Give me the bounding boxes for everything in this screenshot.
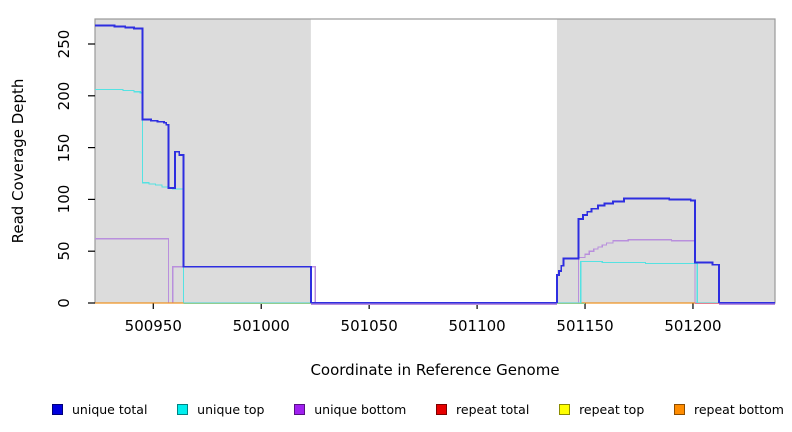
x-tick-label: 501000 [232, 317, 290, 335]
repeat-region-right [556, 19, 775, 303]
legend-item: unique top [177, 402, 264, 417]
legend-item: unique bottom [294, 402, 406, 417]
legend-swatch-icon [559, 403, 571, 415]
legend-swatch-icon [294, 403, 306, 415]
x-axis-title: Coordinate in Reference Genome [310, 361, 560, 379]
x-tick-label: 501200 [664, 317, 722, 335]
x-tick-label: 501150 [556, 317, 614, 335]
y-tick-label: 50 [55, 241, 73, 261]
repeat-region-left [95, 19, 311, 303]
legend-swatch-icon [436, 403, 448, 415]
y-axis-title: Read Coverage Depth [9, 78, 27, 244]
x-tick-label: 501050 [340, 317, 398, 335]
y-tick-label: 250 [55, 29, 73, 59]
legend: unique total unique top unique bottom repea… [52, 399, 784, 419]
legend-label: unique bottom [314, 401, 407, 417]
legend-label: unique top [197, 401, 265, 417]
y-tick-label: 150 [55, 133, 73, 162]
legend-swatch-icon [52, 403, 63, 415]
y-tick-label: 200 [55, 81, 73, 111]
legend-item: repeat top [559, 402, 644, 417]
legend-item: unique total [52, 402, 147, 417]
series-unique-total [95, 24, 775, 304]
legend-label: repeat top [579, 401, 645, 417]
legend-label: repeat bottom [694, 401, 784, 417]
legend-swatch-icon [674, 403, 685, 415]
y-tick-label: 0 [55, 298, 73, 308]
series-unique-top [95, 88, 775, 304]
legend-item: repeat bottom [674, 402, 784, 417]
x-tick-label: 501100 [448, 317, 506, 335]
x-tick-label: 500950 [124, 317, 182, 335]
legend-label: unique total [72, 401, 148, 417]
legend-swatch-icon [177, 403, 189, 415]
legend-item: repeat total [436, 402, 529, 417]
legend-label: repeat total [456, 401, 530, 417]
y-tick-label: 100 [55, 185, 73, 214]
